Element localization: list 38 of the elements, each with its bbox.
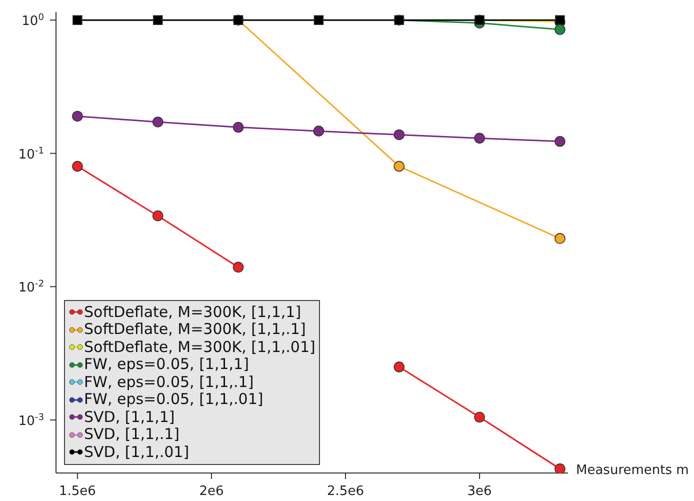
point [152, 116, 164, 128]
legend-label: SVD, [1,1,.01] [84, 442, 190, 461]
point [152, 15, 163, 25]
point [72, 110, 83, 122]
point [474, 132, 485, 144]
x-tick-label: 2e6 [199, 484, 224, 499]
legend-label: SVD, [1,1,.1] [84, 425, 180, 444]
point [394, 129, 405, 140]
legend-label: SVD, [1,1,1] [84, 408, 175, 426]
y-tick-label: 10$^{-1}$ [18, 146, 44, 162]
point [72, 15, 82, 25]
legend-label: SoftDeflate, M=300K, [1,1,.1] [84, 320, 306, 338]
x-tick-label: 3e6 [467, 484, 492, 499]
y-tick-label: 10$^{-3}$ [18, 412, 44, 429]
point [394, 160, 405, 172]
point [394, 362, 405, 372]
legend-label: FW, eps=0.05, [1,1,1] [84, 355, 249, 374]
point [232, 122, 244, 133]
point [72, 160, 83, 172]
point [555, 15, 565, 25]
legend-label: FW, eps=0.05, [1,1,.1] [84, 372, 254, 391]
point [314, 15, 324, 25]
legend-label: FW, eps=0.05, [1,1,.01] [84, 390, 264, 408]
point [313, 126, 324, 136]
point [554, 136, 566, 147]
x-tick-label: 2.5e6 [327, 484, 364, 499]
point [152, 210, 164, 222]
point [474, 412, 485, 423]
legend-label: SoftDeflate, M=300K, [1,1,1] [84, 302, 302, 321]
legend-label: SoftDeflate, M=300K, [1,1,.01] [84, 338, 316, 356]
point [232, 262, 244, 273]
x-tick-label: 1.5e6 [58, 484, 96, 499]
x-axis-title: Measurements m [576, 463, 689, 478]
y-tick-label: 10$^{0}$ [22, 13, 44, 30]
point [554, 463, 566, 473]
point [554, 24, 566, 35]
y-tick-label: 10$^{-2}$ [18, 280, 44, 296]
point [554, 233, 566, 244]
